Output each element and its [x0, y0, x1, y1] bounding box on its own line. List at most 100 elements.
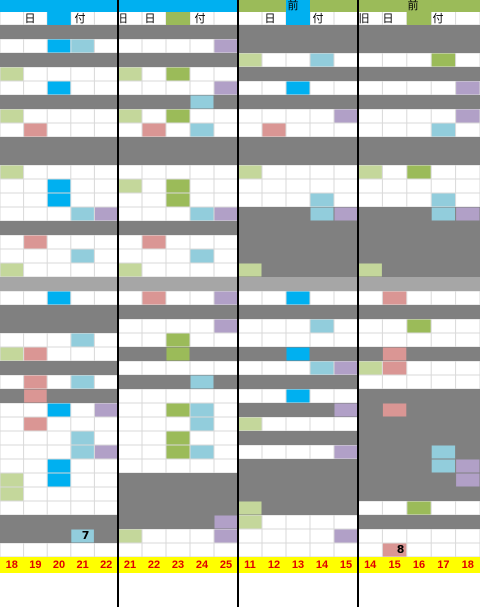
- day-label: 21: [124, 559, 136, 571]
- gray-row: [358, 67, 480, 81]
- cell: [166, 347, 190, 361]
- block-title: 前: [288, 0, 299, 12]
- cell: [286, 81, 310, 95]
- gray-row: [238, 431, 358, 445]
- day-label: 11: [244, 559, 256, 571]
- day-label: 21: [76, 559, 88, 571]
- gray-row: [238, 249, 358, 263]
- day-label: 14: [316, 559, 329, 571]
- cell: [0, 347, 24, 361]
- header-label: 付: [313, 12, 324, 25]
- cell: [47, 39, 71, 53]
- gray-row: [238, 305, 358, 319]
- header-cell: [47, 0, 71, 12]
- gray-row: [358, 389, 480, 403]
- gray-row: [238, 67, 358, 81]
- cell: [382, 291, 407, 305]
- day-label: 25: [220, 559, 232, 571]
- gray-row: [0, 515, 118, 529]
- cell: [310, 319, 334, 333]
- gray-row: [358, 403, 480, 417]
- cell: [286, 389, 310, 403]
- gray-row: [0, 319, 118, 333]
- cell: [166, 193, 190, 207]
- cell: [286, 347, 310, 361]
- cell: [142, 291, 166, 305]
- cell: [166, 403, 190, 417]
- cell: [71, 207, 94, 221]
- gray-row: [238, 473, 358, 487]
- cell: [24, 123, 47, 137]
- cell: [334, 529, 358, 543]
- day-label: 12: [268, 559, 280, 571]
- header-label: 付: [195, 12, 206, 25]
- gray-row: [358, 347, 480, 361]
- gray-row: [238, 39, 358, 53]
- cell: [71, 375, 94, 389]
- cell: [214, 515, 238, 529]
- cell: [166, 179, 190, 193]
- cell: [0, 263, 24, 277]
- gray-row: [118, 221, 238, 235]
- cell: [142, 235, 166, 249]
- gray-row: [0, 95, 118, 109]
- cell: [47, 291, 71, 305]
- cell: [71, 431, 94, 445]
- gray-row: [118, 53, 238, 67]
- gray-row: [118, 473, 238, 487]
- cell: [94, 403, 118, 417]
- cell: [0, 487, 24, 501]
- gray-row: [118, 501, 238, 515]
- cell: [431, 193, 456, 207]
- cell: [334, 403, 358, 417]
- cell: [24, 347, 47, 361]
- gray-row: [238, 25, 358, 39]
- gray-row: [358, 431, 480, 445]
- header-cell: [166, 12, 190, 25]
- cell: [0, 109, 24, 123]
- cell: [238, 501, 262, 515]
- day-label: 20: [53, 559, 65, 571]
- gray-row: [358, 445, 480, 459]
- cell: [71, 445, 94, 459]
- gray-row: [238, 263, 358, 277]
- cell: [190, 249, 214, 263]
- gray-row: [238, 403, 358, 417]
- cell: [142, 123, 166, 137]
- cell: [71, 529, 94, 543]
- gray-row: [118, 375, 238, 389]
- day-label: 16: [413, 559, 425, 571]
- gray-row: [358, 151, 480, 165]
- gray-row: [238, 137, 358, 151]
- day-row: [0, 557, 480, 573]
- block-title: 前: [408, 0, 419, 12]
- gray-row: [358, 417, 480, 431]
- gray-row: [238, 487, 358, 501]
- cell: [238, 417, 262, 431]
- cell: [431, 445, 456, 459]
- gray-row: [0, 361, 118, 375]
- header-cell: [286, 0, 310, 12]
- cell: [94, 207, 118, 221]
- cell: [238, 165, 262, 179]
- cell: [310, 53, 334, 67]
- day-label: 18: [6, 559, 18, 571]
- gray-row: [118, 151, 238, 165]
- cell: [0, 67, 24, 81]
- gray-row: [358, 95, 480, 109]
- gray-row: [118, 95, 238, 109]
- cell: [166, 445, 190, 459]
- cell: [334, 109, 358, 123]
- cell: [382, 543, 407, 557]
- cell: [118, 529, 142, 543]
- cell: [456, 109, 480, 123]
- cell: [382, 403, 407, 417]
- cell: [118, 179, 142, 193]
- gray-row: [358, 515, 480, 529]
- cell: [190, 375, 214, 389]
- cell: [214, 207, 238, 221]
- day-label: 23: [172, 559, 184, 571]
- day-label: 19: [29, 559, 41, 571]
- gray-row: [0, 389, 118, 403]
